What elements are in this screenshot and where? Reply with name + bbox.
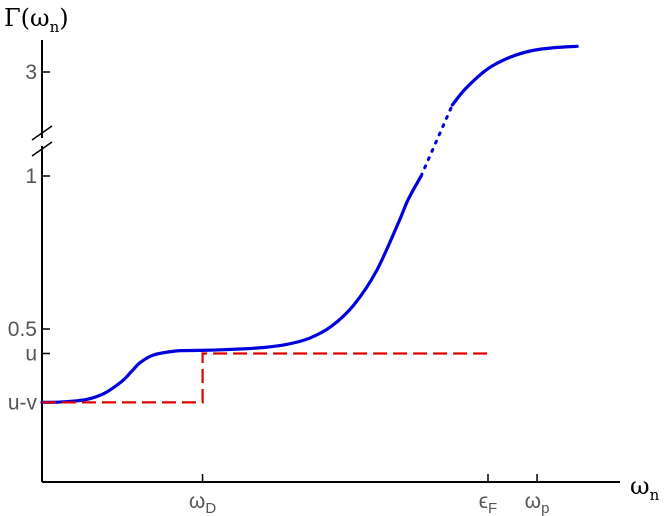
series: [40, 44, 579, 404]
x-tick-label: ωp: [525, 490, 550, 516]
x-axis-title: ωn: [630, 472, 660, 504]
x-tick-label: ωD: [189, 490, 216, 516]
curve-series-break: [419, 103, 454, 178]
y-axis-title: Γ(ωn): [4, 4, 69, 36]
axis-break-mark-lower: [31, 141, 53, 157]
y-tick-label: u-v: [8, 391, 38, 414]
axes: [31, 40, 620, 483]
y-tick-label: u: [25, 342, 37, 365]
x-tick-label: ϵF: [479, 490, 497, 516]
y-tick-label: 3: [25, 61, 37, 84]
y-tick-label: 1: [25, 165, 37, 188]
ticks: [42, 71, 538, 482]
curve-series-lower: [40, 174, 423, 404]
axis-break-mark-upper: [31, 125, 53, 141]
step-series-line: [42, 352, 488, 404]
curve-series-upper: [450, 44, 579, 107]
labels: u-v u0.5 1 3 ωD ϵF ωp Γ(ωn) ωn: [4, 4, 660, 516]
y-tick-label: 0.5: [8, 318, 37, 341]
